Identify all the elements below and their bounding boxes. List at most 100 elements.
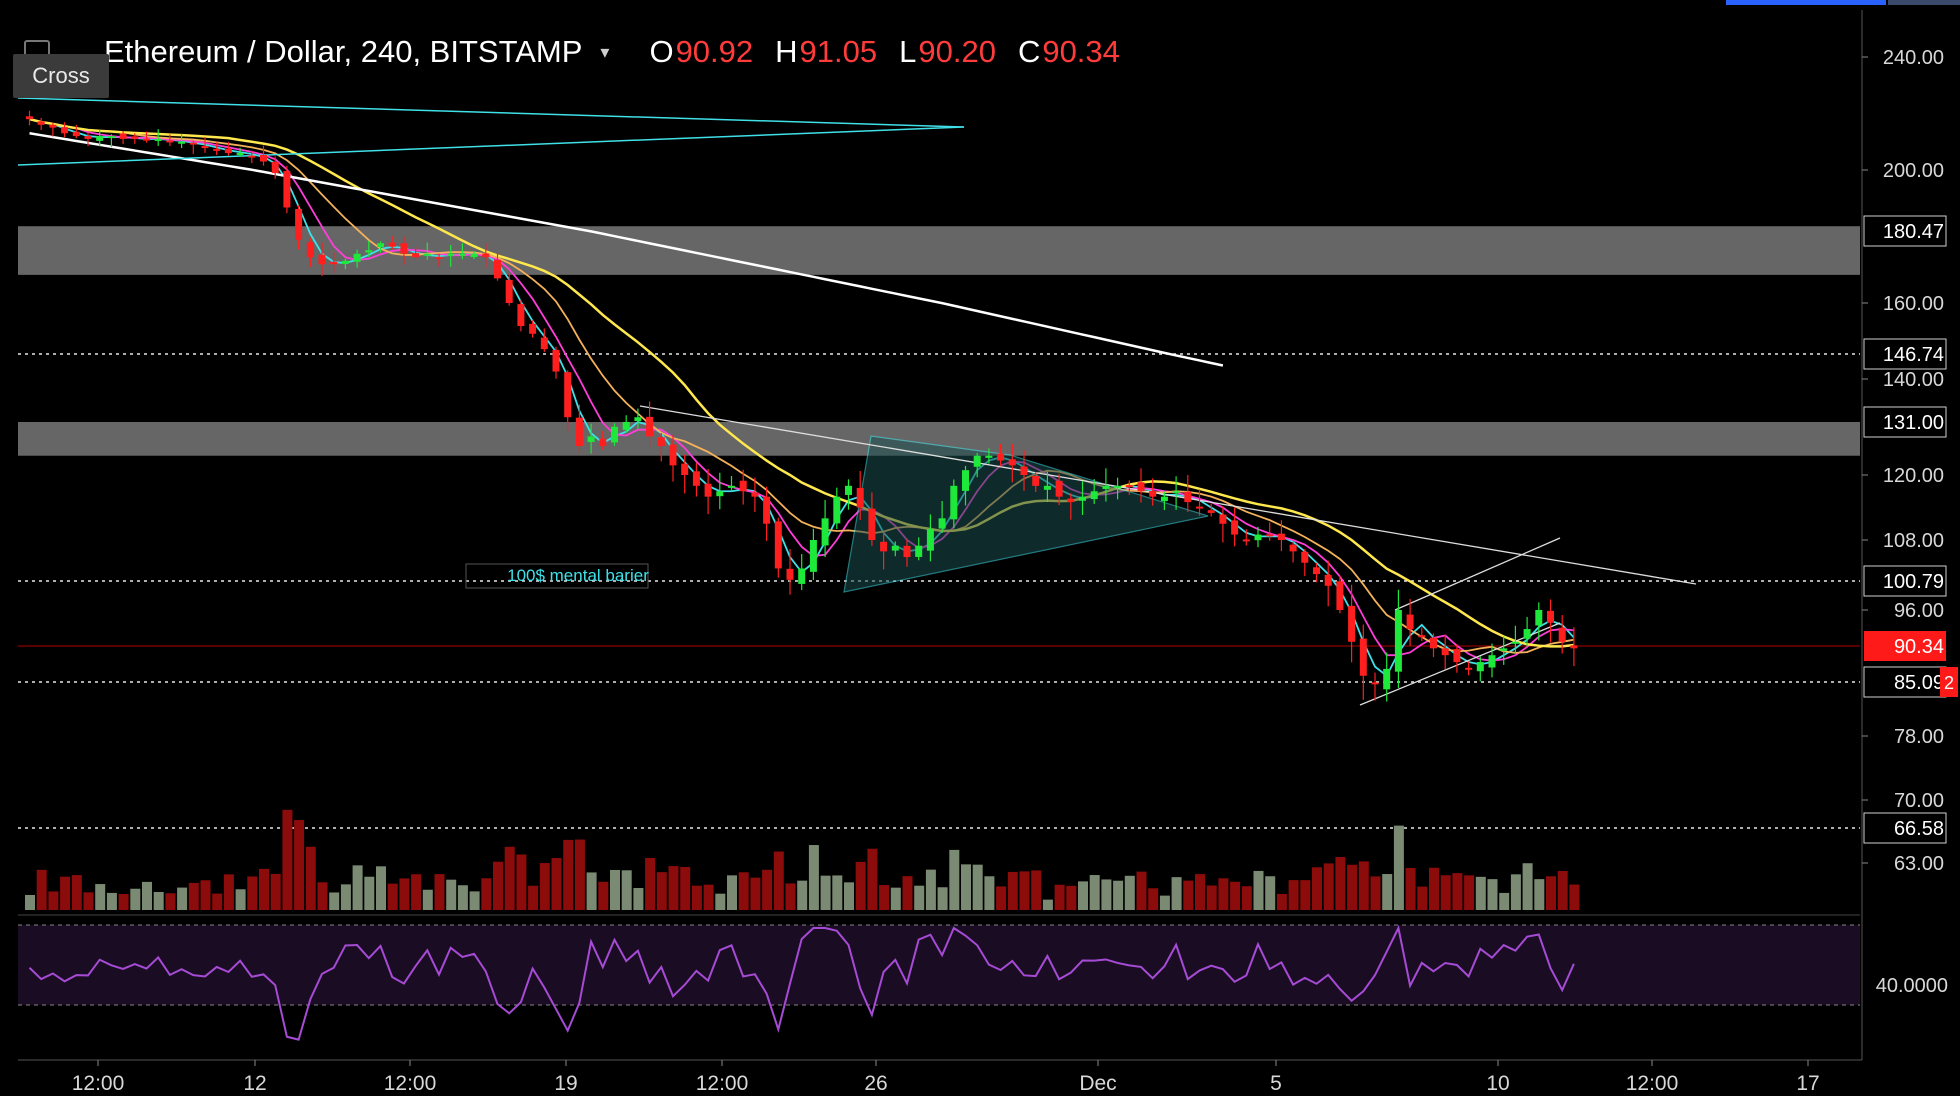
volume-bar [1288, 880, 1299, 910]
volume-bar [1078, 881, 1088, 910]
candle-body [681, 463, 689, 475]
symbol-header: Ethereum / Dollar, 240, BITSTAMP ▾ O 90.… [104, 32, 1142, 72]
price-tick-label: 70.00 [1894, 790, 1944, 812]
volume-bar [142, 881, 152, 910]
candle-body [1394, 610, 1402, 672]
volume-bar [71, 875, 82, 910]
chevron-down-icon[interactable]: ▾ [600, 41, 610, 62]
volume-bar [165, 893, 176, 910]
volume-bar [1499, 892, 1510, 910]
candle-body [1465, 667, 1473, 670]
candle-body [728, 485, 735, 488]
volume-bar [1042, 899, 1053, 910]
time-tick-label: 10 [1486, 1072, 1509, 1095]
candle-body [1523, 629, 1531, 639]
price-tick-label: 120.00 [1883, 465, 1944, 487]
volume-bar [1300, 880, 1311, 910]
triangle-upper-line [17, 97, 965, 128]
volume-bar [996, 886, 1007, 910]
volume-bar [949, 849, 960, 910]
mental-barrier-annotation[interactable]: 100$ mental barier [507, 566, 649, 585]
candle-body [1371, 682, 1379, 685]
candle-body [599, 438, 607, 447]
volume-bar [972, 864, 983, 910]
close-label: C [1017, 34, 1041, 69]
candle-body [1430, 637, 1437, 649]
volume-bar [1218, 878, 1229, 910]
volume-bar [691, 885, 702, 910]
candle-body [1289, 544, 1297, 552]
volume-bar [785, 883, 796, 910]
candle-body [1418, 635, 1426, 638]
candle-body [1535, 610, 1543, 626]
price-tag-box [1863, 565, 1947, 597]
resistance-zone [18, 226, 1860, 275]
price-tick-label: 78.00 [1894, 726, 1944, 748]
candle-body [517, 304, 525, 327]
volume-bar [177, 887, 188, 910]
candle-body [751, 492, 759, 497]
time-tick-label: 5 [1270, 1072, 1282, 1095]
volume-bar [668, 866, 679, 910]
volume-bar [1475, 876, 1486, 910]
volume-bar [738, 872, 749, 910]
volume-bar [1487, 879, 1498, 910]
candle-body [1242, 539, 1250, 542]
candle-body [1008, 459, 1016, 466]
candle-body [1570, 645, 1578, 649]
volume-bar [1417, 886, 1428, 910]
volume-bar [352, 865, 363, 910]
volume-bar [118, 893, 129, 910]
volume-bar [376, 866, 386, 910]
candle-body [845, 485, 852, 495]
volume-bar [48, 891, 59, 910]
volume-bar [762, 869, 773, 910]
candle-body [622, 422, 630, 430]
volume-bar [1066, 885, 1077, 910]
volume-bar [446, 879, 457, 910]
volume-bar [1323, 863, 1334, 910]
candle-body [201, 146, 209, 149]
candle-body [1032, 475, 1040, 486]
time-tick-label: 12 [243, 1072, 266, 1095]
candle-body [1137, 482, 1145, 492]
volume-bar [808, 845, 819, 910]
candle-body [1172, 491, 1180, 494]
candle-body [1055, 480, 1063, 497]
price-tick-label: 63.00 [1894, 853, 1944, 875]
candle-body [634, 417, 642, 422]
candle-body [786, 568, 794, 580]
consolidation-pattern [843, 435, 1209, 593]
candle-body [1219, 514, 1227, 524]
time-tick-label: 12:00 [696, 1072, 749, 1095]
volume-bar [1253, 870, 1264, 910]
candle-body [1547, 610, 1554, 623]
volume-bar [703, 884, 714, 910]
volume-bar [200, 880, 211, 910]
time-tick-label: 12:00 [1626, 1072, 1679, 1095]
time-tick-label: Dec [1079, 1072, 1116, 1095]
close-value: 90.34 [1042, 34, 1120, 69]
volume-bar [1452, 873, 1463, 910]
candle-body [1266, 534, 1274, 537]
candle-body [260, 155, 267, 162]
volume-bar [481, 878, 492, 910]
candle-body [248, 155, 256, 158]
volume-bar [83, 892, 94, 910]
candle-body [236, 153, 244, 156]
symbol-title[interactable]: Ethereum / Dollar, 240, BITSTAMP [104, 34, 583, 69]
candle-body [271, 161, 279, 174]
candle-body [1500, 648, 1508, 651]
volume-bar [294, 820, 305, 910]
candle-body [365, 250, 373, 253]
channel-upper-line [1394, 537, 1561, 611]
volume-bars [25, 809, 1580, 910]
price-tag-box [1863, 666, 1947, 698]
price-tag-box [1863, 215, 1947, 247]
candle-body [213, 148, 221, 151]
volume-bar [832, 875, 843, 910]
candle-body [341, 260, 349, 264]
candle-body [1125, 485, 1133, 488]
time-tick-label: 12:00 [384, 1072, 437, 1095]
